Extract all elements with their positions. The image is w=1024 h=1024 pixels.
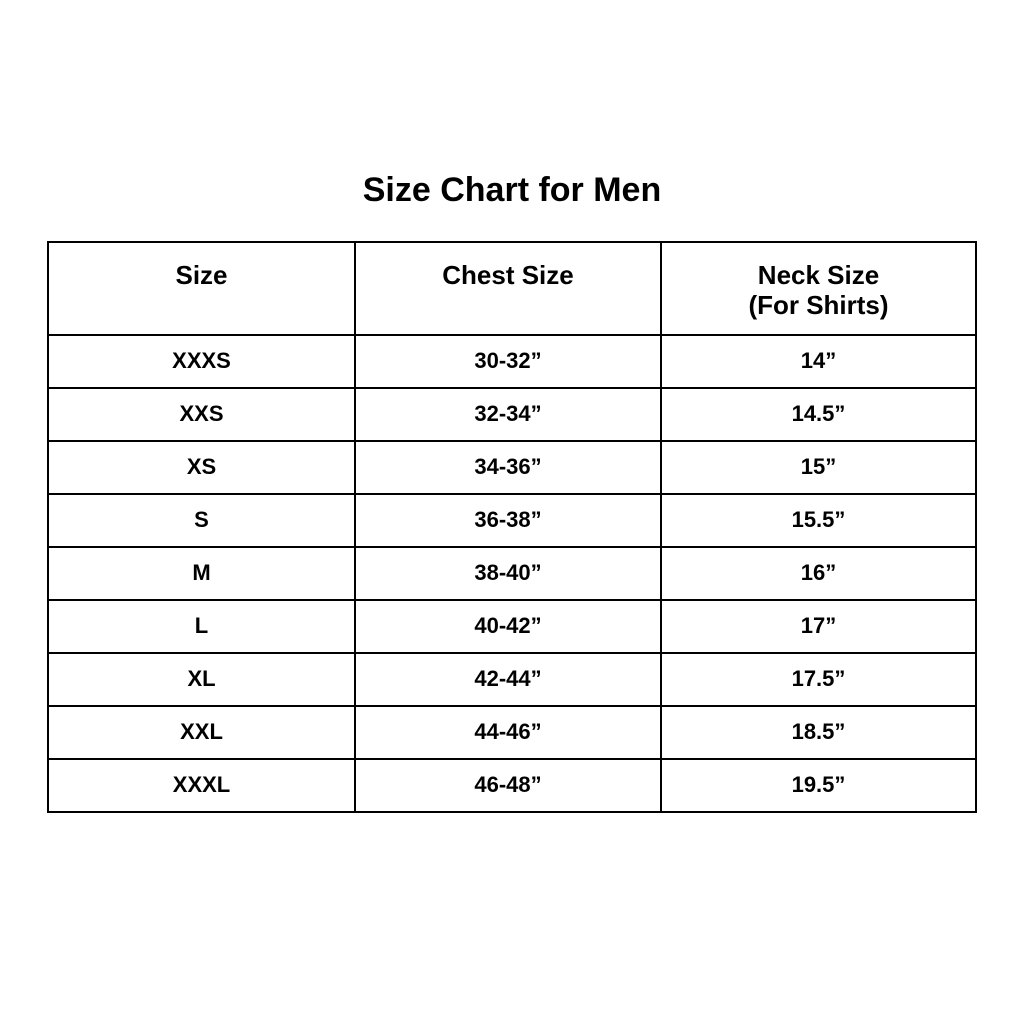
cell-neck-size: 16”	[660, 545, 977, 601]
cell-size: XXXS	[47, 333, 356, 389]
table-row: L 40-42” 17”	[47, 598, 977, 654]
cell-size: XXL	[47, 704, 356, 760]
column-header-size: Size	[47, 240, 356, 336]
cell-neck-size: 14”	[660, 333, 977, 389]
cell-neck-size: 19.5”	[660, 757, 977, 813]
cell-neck-size: 14.5”	[660, 386, 977, 442]
table-row: XL 42-44” 17.5”	[47, 651, 977, 707]
cell-neck-size: 15”	[660, 439, 977, 495]
cell-size: M	[47, 545, 356, 601]
cell-size: XXXL	[47, 757, 356, 813]
cell-size: XL	[47, 651, 356, 707]
cell-size: L	[47, 598, 356, 654]
cell-neck-size: 17”	[660, 598, 977, 654]
cell-chest-size: 34-36”	[354, 439, 662, 495]
column-header-chest-size: Chest Size	[354, 240, 662, 336]
cell-chest-size: 30-32”	[354, 333, 662, 389]
cell-chest-size: 38-40”	[354, 545, 662, 601]
size-chart-body: XXXS 30-32” 14” XXS 32-34” 14.5” XS 34-3…	[47, 333, 977, 813]
page-title: Size Chart for Men	[362, 171, 662, 209]
size-chart-header: Size Chest Size Neck Size (For Shirts)	[47, 240, 977, 336]
table-row: M 38-40” 16”	[47, 545, 977, 601]
cell-size: XS	[47, 439, 356, 495]
header-row: Size Chest Size Neck Size (For Shirts)	[47, 240, 977, 336]
cell-chest-size: 46-48”	[354, 757, 662, 813]
cell-size: XXS	[47, 386, 356, 442]
cell-chest-size: 32-34”	[354, 386, 662, 442]
size-chart-table: Size Chest Size Neck Size (For Shirts) X…	[47, 240, 977, 813]
cell-neck-size: 18.5”	[660, 704, 977, 760]
cell-chest-size: 40-42”	[354, 598, 662, 654]
cell-size: S	[47, 492, 356, 548]
table-row: XS 34-36” 15”	[47, 439, 977, 495]
cell-chest-size: 36-38”	[354, 492, 662, 548]
cell-neck-size: 17.5”	[660, 651, 977, 707]
table-row: S 36-38” 15.5”	[47, 492, 977, 548]
cell-neck-size: 15.5”	[660, 492, 977, 548]
column-header-neck-size: Neck Size (For Shirts)	[660, 240, 977, 336]
cell-chest-size: 44-46”	[354, 704, 662, 760]
cell-chest-size: 42-44”	[354, 651, 662, 707]
table-row: XXXS 30-32” 14”	[47, 333, 977, 389]
table-row: XXL 44-46” 18.5”	[47, 704, 977, 760]
table-row: XXS 32-34” 14.5”	[47, 386, 977, 442]
table-row: XXXL 46-48” 19.5”	[47, 757, 977, 813]
